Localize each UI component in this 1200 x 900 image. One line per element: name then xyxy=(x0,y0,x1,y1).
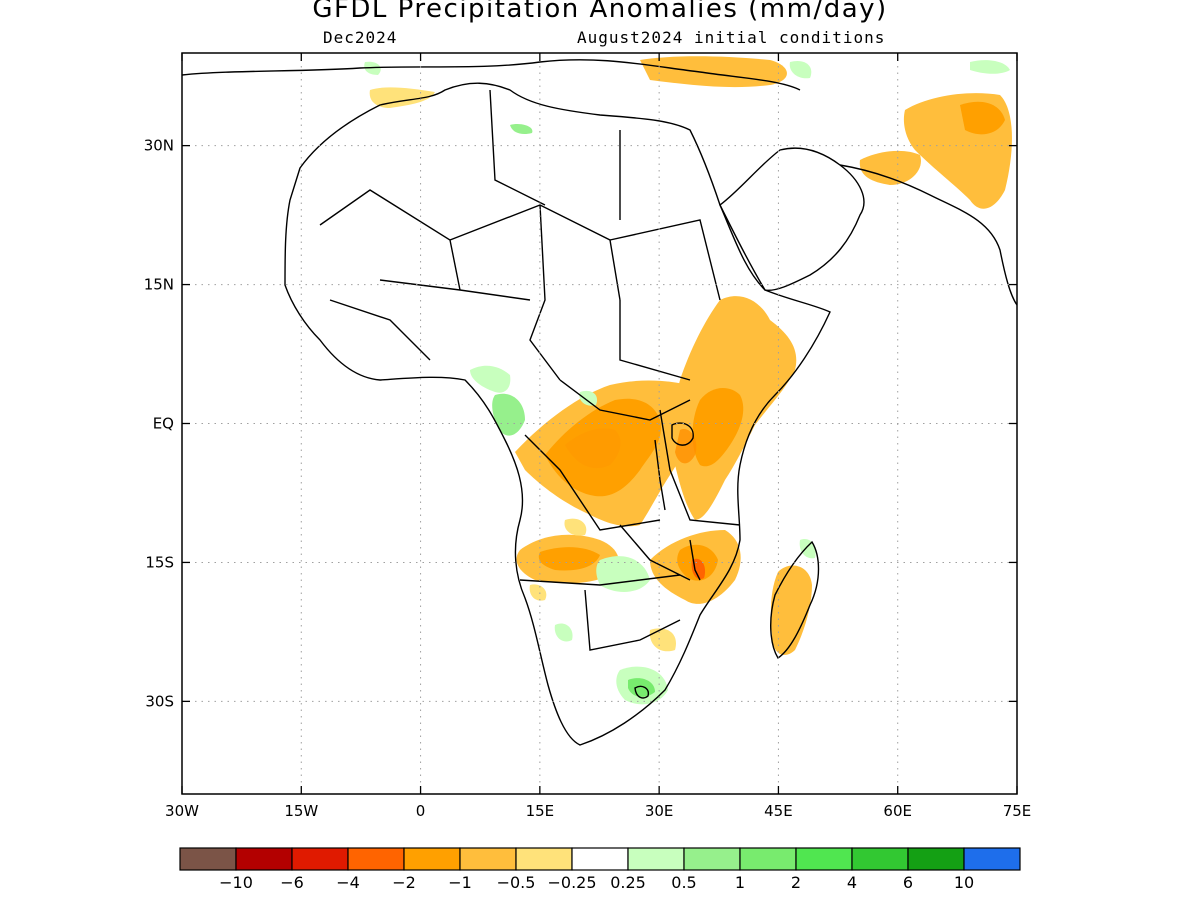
colorbar-labels: −10 −6 −4 −2 −1 −0.5 −0.25 0.25 0.5 1 2 4 6 10 xyxy=(219,873,974,892)
lon-tick-label: 30E xyxy=(645,802,674,820)
lat-tick-label: 15N xyxy=(144,276,174,294)
lon-tick-label: 15E xyxy=(526,802,555,820)
colorbar-swatch xyxy=(795,847,853,871)
colorbar-label: 6 xyxy=(903,873,913,892)
colorbar-label: −0.25 xyxy=(547,873,596,892)
colorbar-swatch xyxy=(235,847,293,871)
lon-tick-label: 45E xyxy=(764,802,793,820)
colorbar-label: −0.5 xyxy=(497,873,536,892)
colorbar-swatch xyxy=(347,847,405,871)
lon-tick-label: 75E xyxy=(1003,802,1032,820)
colorbar xyxy=(179,847,1021,871)
colorbar-label: 10 xyxy=(954,873,974,892)
colorbar-swatch xyxy=(963,847,1021,871)
lat-tick-label: 15S xyxy=(145,553,174,571)
colorbar-swatch xyxy=(571,847,629,871)
colorbar-swatch xyxy=(907,847,965,871)
lon-tick-label: 15W xyxy=(284,802,318,820)
colorbar-label: 1 xyxy=(735,873,745,892)
lat-tick-label: 30S xyxy=(145,692,174,710)
colorbar-swatch xyxy=(459,847,517,871)
colorbar-label: −6 xyxy=(280,873,304,892)
colorbar-swatch xyxy=(291,847,349,871)
colorbar-swatch xyxy=(683,847,741,871)
colorbar-swatch xyxy=(851,847,909,871)
colorbar-label: −2 xyxy=(392,873,416,892)
lat-tick-label: 30N xyxy=(144,137,174,155)
lon-tick-label: 60E xyxy=(883,802,912,820)
colorbar-label: −10 xyxy=(219,873,253,892)
initial-conditions-label: August2024 initial conditions xyxy=(577,28,886,47)
coastlines xyxy=(182,59,1017,746)
colorbar-label: −1 xyxy=(448,873,472,892)
colorbar-swatch xyxy=(739,847,797,871)
anomaly-shading xyxy=(364,56,1012,705)
colorbar-label: 2 xyxy=(791,873,801,892)
colorbar-swatch xyxy=(515,847,573,871)
colorbar-label: 0.25 xyxy=(610,873,646,892)
colorbar-label: 4 xyxy=(847,873,857,892)
colorbar-swatch xyxy=(179,847,237,871)
graticule xyxy=(182,53,1017,794)
colorbar-swatch xyxy=(403,847,461,871)
lon-tick-label: 0 xyxy=(416,802,426,820)
colorbar-swatch xyxy=(627,847,685,871)
colorbar-label: 0.5 xyxy=(671,873,696,892)
lat-tick-label: EQ xyxy=(153,415,174,433)
map-title: GFDL Precipitation Anomalies (mm/day) xyxy=(312,0,888,24)
lon-tick-label: 30W xyxy=(165,802,199,820)
longitude-axis: 30W 15W 0 15E 30E 45E 60E 75E xyxy=(165,53,1031,820)
colorbar-label: −4 xyxy=(336,873,360,892)
valid-month-label: Dec2024 xyxy=(323,28,398,47)
latitude-axis: 30N 15N EQ 15S 30S xyxy=(144,137,1017,710)
